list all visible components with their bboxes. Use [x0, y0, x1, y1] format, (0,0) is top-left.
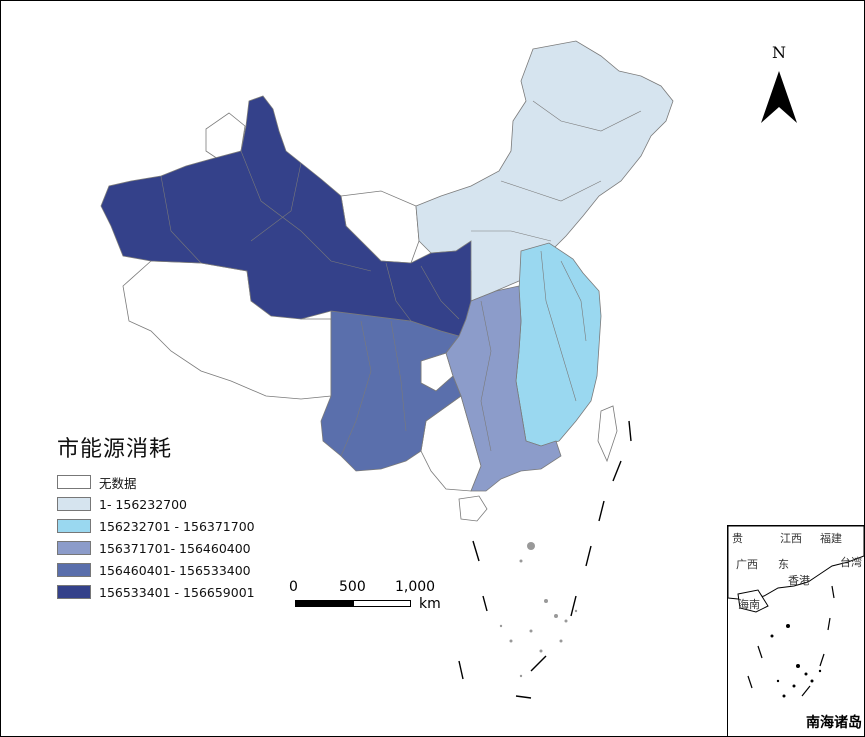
region-no-data-taiwan [597, 405, 618, 463]
legend-label: 无数据 [99, 475, 137, 491]
legend-label: 156460401- 156533400 [99, 562, 251, 578]
legend-swatch [57, 585, 91, 599]
legend-title: 市能源消耗 [57, 437, 173, 462]
inset-title: 南海诸岛 [806, 715, 862, 731]
legend-label: 156232701 - 156371700 [99, 518, 255, 534]
legend-swatch [57, 475, 91, 489]
legend-item: 156232701 - 156371700 [57, 517, 255, 535]
scale-bar: 0 500 1,000 km [289, 579, 453, 619]
north-arrow-icon [761, 71, 797, 123]
legend-swatch [57, 519, 91, 533]
scale-tick-0: 0 [289, 579, 298, 595]
admin-boundaries [160, 100, 642, 457]
inset-label-jiangxi: 江西 [780, 532, 802, 545]
scale-segment-white [353, 600, 411, 607]
inset-label-taiwan: 台湾 [840, 556, 862, 569]
legend-swatch [57, 563, 91, 577]
inset-label-hainan: 海南 [738, 598, 760, 611]
legend-item: 156371701- 156460400 [57, 539, 255, 557]
inset-label-guangdong: 东 [778, 558, 789, 571]
legend-swatch [57, 497, 91, 511]
inset-map [728, 526, 864, 698]
nine-dash-line [458, 420, 632, 699]
region-no-data-island [458, 495, 488, 522]
scale-unit: km [419, 596, 441, 612]
scale-segment-black [295, 600, 353, 607]
south-sea-islands [499, 542, 578, 678]
scale-tick-500: 500 [339, 579, 366, 595]
legend-label: 156371701- 156460400 [99, 540, 251, 556]
inset-label-fujian: 福建 [820, 532, 842, 545]
region-class-3-south-central [445, 285, 562, 492]
north-arrow: N [757, 43, 801, 127]
legend-item: 156533401 - 156659001 [57, 583, 255, 601]
inset-label-guangxi: 广西 [736, 558, 758, 571]
legend-label: 1- 156232700 [99, 496, 188, 512]
legend-item: 156460401- 156533400 [57, 561, 255, 579]
inset-label-hongkong: 香港 [788, 574, 810, 587]
north-label: N [772, 43, 786, 62]
region-class-5-northwest [100, 95, 472, 337]
region-class-2-east [515, 242, 602, 447]
scale-tick-1000: 1,000 [395, 579, 436, 595]
legend-label: 156533401 - 156659001 [99, 584, 255, 600]
inset-label-guizhou: 贵 [732, 532, 743, 545]
legend-item: 无数据 [57, 473, 255, 491]
legend-item: 1- 156232700 [57, 495, 255, 513]
legend: 市能源消耗 无数据 1- 156232700 156232701 - 15637… [57, 431, 255, 605]
south-china-sea-inset: 贵 江西 福建 广西 东 台湾 香港 海南 南海诸岛 [727, 525, 864, 736]
legend-swatch [57, 541, 91, 555]
